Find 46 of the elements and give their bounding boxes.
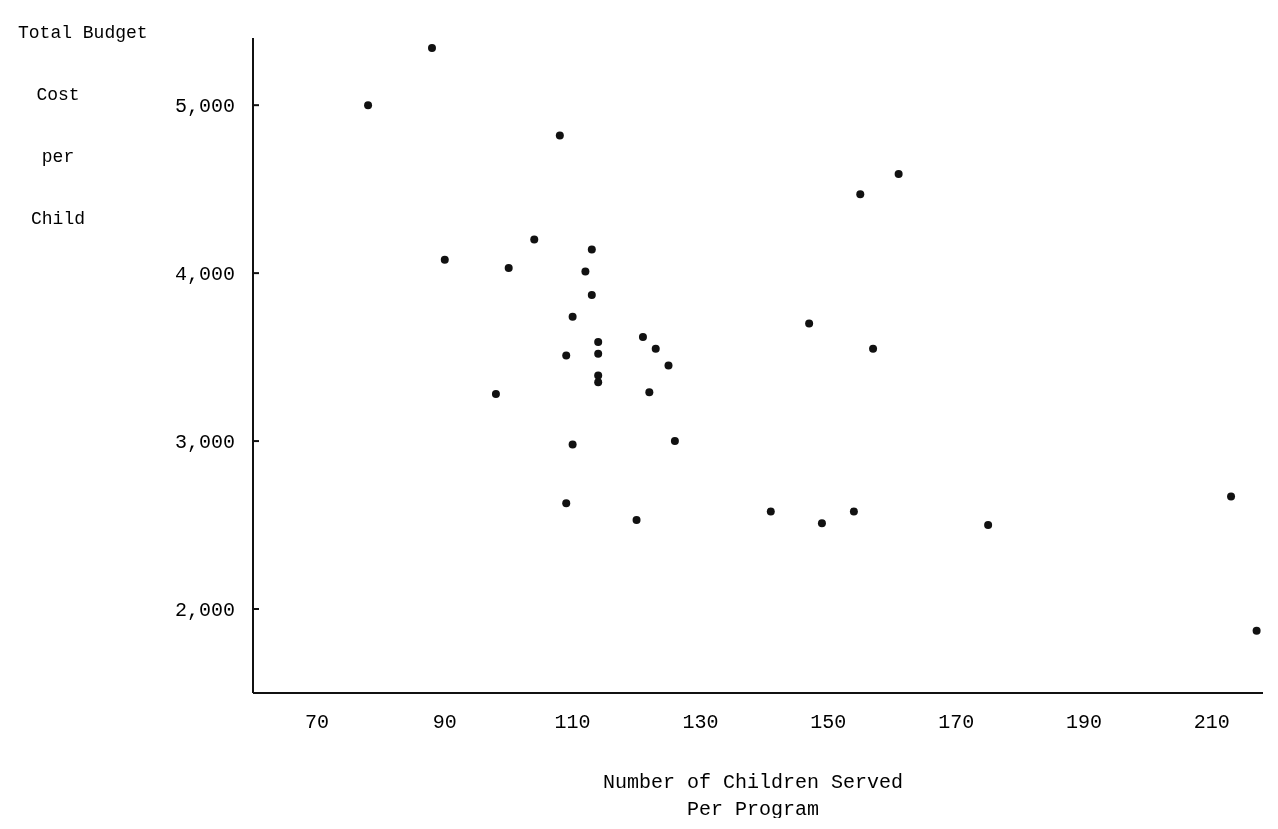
y-tick-label: 5,000 [174,95,235,119]
text: Total Budget Cost per Child [18,23,148,229]
point [427,44,436,53]
y-tick-label: 4,000 [174,263,235,287]
point [581,267,590,276]
y-tick-label: 3,000 [174,431,235,455]
point [594,337,603,346]
point [638,332,647,341]
point [1252,626,1261,635]
point [849,507,858,516]
point [562,499,571,508]
point [869,344,878,353]
point [594,378,603,387]
x-tick-label: 190 [1066,711,1103,734]
point [555,131,564,140]
x-tick-label: 130 [682,711,719,734]
point [1227,492,1236,501]
point [530,235,539,244]
point [670,437,679,446]
point [364,101,373,110]
point [984,521,993,530]
x-tick-label: 170 [938,711,975,734]
point [568,312,577,321]
point [440,255,449,264]
point [645,388,654,397]
point [817,519,826,528]
point [766,507,775,516]
y-tick-label: 2,000 [174,599,235,623]
x-tick-label: 150 [810,711,847,734]
point [894,170,903,179]
point [587,290,596,299]
point [562,351,571,360]
x-tick-label: 90 [432,711,457,734]
point [587,245,596,254]
point [632,516,641,525]
point [664,361,673,370]
point [491,390,500,399]
x-tick-label: 210 [1193,711,1230,734]
point [568,440,577,449]
point [594,349,603,358]
point [856,190,865,199]
point [651,344,660,353]
x-tick-label: 110 [554,711,591,734]
x-tick-label: 70 [304,711,329,734]
point [805,319,814,328]
point [504,264,513,273]
